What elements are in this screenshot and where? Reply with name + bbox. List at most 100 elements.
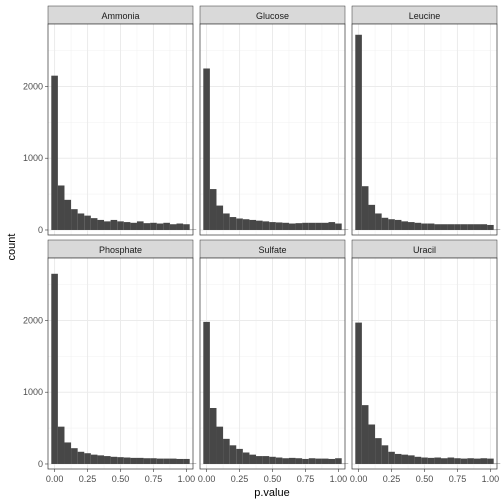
histogram-bar	[117, 457, 124, 464]
histogram-bar	[302, 222, 309, 230]
histogram-bar	[223, 213, 230, 230]
histogram-bar	[242, 452, 250, 464]
panel-border	[351, 23, 498, 236]
histogram-bar	[487, 458, 494, 464]
histogram-bar	[249, 219, 257, 230]
x-tick-label: 0.00	[350, 474, 368, 484]
histogram-bar	[473, 224, 481, 230]
x-tick-label: 0.25	[231, 474, 249, 484]
histogram-bar	[282, 222, 289, 230]
x-tick-label: 1.00	[482, 474, 500, 484]
histogram-bar	[51, 75, 58, 230]
histogram-bar	[209, 189, 217, 230]
histogram-bar	[223, 438, 230, 464]
histogram-bar	[375, 213, 382, 230]
histogram-bar	[216, 205, 224, 230]
histogram-bar	[315, 458, 322, 464]
histogram-bar	[288, 457, 296, 464]
histogram-bar	[84, 453, 91, 464]
histogram-bar	[315, 222, 322, 230]
histogram-bar	[143, 223, 151, 230]
histogram-bar	[90, 454, 98, 464]
histogram-bar	[77, 451, 85, 464]
histogram-bar	[269, 222, 276, 230]
histogram-bar	[328, 222, 336, 230]
histogram-bar	[361, 186, 369, 230]
x-tick-label: 1.00	[330, 474, 348, 484]
panel-border	[199, 23, 346, 236]
histogram-bar	[480, 224, 488, 230]
histogram-bar	[368, 424, 376, 464]
histogram-bar	[269, 456, 276, 464]
x-tick-label: 0.00	[198, 474, 216, 484]
x-tick-label: 0.50	[112, 474, 130, 484]
histogram-bar	[381, 445, 389, 464]
facet-panel: Uracil 0.00 0.25 0.50 0.75 1.00	[350, 239, 501, 484]
histogram-bar	[183, 458, 190, 464]
histogram-bar	[110, 219, 118, 230]
histogram-bar	[203, 68, 210, 230]
y-tick-label: 1000	[23, 153, 43, 163]
histogram-bar	[355, 34, 362, 230]
histogram-bar	[242, 219, 250, 230]
histogram-bar	[256, 456, 263, 464]
histogram-bar	[275, 222, 283, 230]
facet-panel: Glucose	[199, 5, 349, 236]
histogram-bar	[209, 407, 217, 464]
histogram-bar	[355, 322, 362, 464]
x-axis-title: p.value	[254, 487, 289, 499]
histogram-bar	[308, 458, 316, 464]
histogram-bar	[447, 224, 455, 230]
histogram-bar	[57, 426, 65, 464]
histogram-bar	[295, 223, 303, 230]
histogram-bar	[447, 457, 455, 464]
histogram-bar	[321, 222, 329, 230]
histogram-bar	[236, 448, 243, 464]
facet-strip-label: Glucose	[256, 11, 289, 21]
histogram-bar	[295, 458, 303, 464]
histogram-bar	[460, 458, 468, 464]
histogram-bar	[288, 223, 296, 230]
histogram-bar	[236, 218, 243, 230]
histogram-bar	[136, 457, 144, 464]
histogram-bar	[176, 458, 184, 464]
histogram-bar	[308, 222, 316, 230]
histogram-bar	[156, 458, 164, 464]
histogram-bar	[328, 458, 336, 464]
x-tick-label: 0.25	[383, 474, 401, 484]
histogram-bar	[84, 215, 91, 230]
histogram-bar	[440, 458, 448, 464]
histogram-bar	[64, 442, 72, 464]
histogram-bar	[335, 223, 342, 230]
histogram-bar	[480, 458, 488, 464]
histogram-bar	[256, 220, 263, 230]
histogram-bar	[335, 458, 342, 464]
histogram-bar	[64, 199, 72, 230]
histogram-bar	[71, 209, 78, 230]
facet-strip-label: Ammonia	[101, 11, 139, 21]
histogram-bar	[97, 219, 105, 230]
histogram-bar	[150, 222, 157, 230]
histogram-bar	[473, 458, 481, 464]
y-tick-label: 0	[38, 459, 43, 469]
histogram-bar	[467, 458, 474, 464]
histogram-bar	[375, 438, 382, 464]
facet-panel: Sulfate 0.00 0.25 0.50 0.75 1.00	[198, 239, 349, 484]
x-tick-label: 0.75	[449, 474, 467, 484]
histogram-bar	[361, 405, 369, 464]
histogram-bar	[90, 218, 98, 230]
histogram-bar	[421, 457, 428, 464]
x-tick-label: 0.50	[264, 474, 282, 484]
histogram-bar	[77, 213, 85, 230]
y-axis-title: count	[6, 234, 18, 261]
x-tick-label: 0.25	[79, 474, 97, 484]
histogram-bar	[110, 456, 118, 464]
histogram-bar	[169, 458, 177, 464]
histogram-bar	[454, 458, 461, 464]
histogram-bar	[123, 457, 131, 464]
histogram-bar	[440, 224, 448, 230]
y-tick-label: 2000	[23, 81, 43, 91]
histogram-bar	[394, 219, 402, 230]
histogram-bar	[150, 458, 157, 464]
